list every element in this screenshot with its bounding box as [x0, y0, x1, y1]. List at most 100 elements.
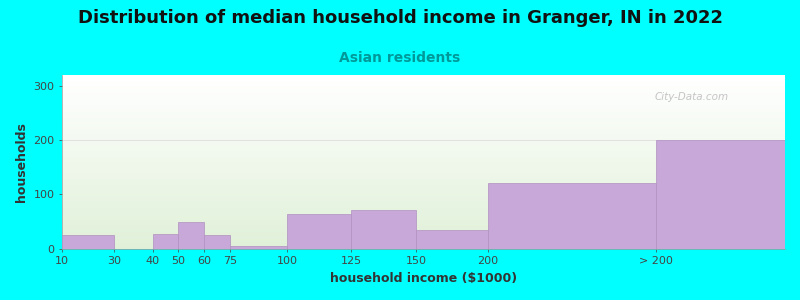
Bar: [62, 143, 785, 144]
Bar: [62, 188, 785, 189]
Bar: [178, 222, 204, 249]
Bar: [62, 111, 785, 112]
Bar: [62, 219, 785, 220]
Bar: [62, 118, 785, 119]
Bar: [62, 179, 785, 180]
Bar: [62, 126, 785, 127]
Bar: [62, 92, 785, 93]
Bar: [62, 76, 785, 77]
Bar: [62, 180, 785, 181]
Bar: [488, 182, 656, 249]
Bar: [62, 192, 785, 193]
Bar: [62, 94, 785, 95]
Bar: [62, 176, 785, 177]
Bar: [62, 227, 785, 228]
Bar: [62, 205, 785, 206]
Bar: [62, 135, 785, 136]
Bar: [62, 245, 785, 246]
Bar: [62, 155, 785, 156]
Bar: [62, 171, 785, 172]
Bar: [62, 152, 785, 153]
Bar: [62, 117, 785, 118]
Bar: [62, 237, 785, 238]
Bar: [62, 247, 785, 248]
Bar: [62, 168, 785, 169]
Bar: [62, 202, 785, 203]
Bar: [62, 89, 785, 90]
Bar: [62, 193, 785, 194]
Bar: [62, 123, 785, 124]
Bar: [62, 154, 785, 155]
Bar: [62, 190, 785, 191]
Bar: [62, 197, 785, 198]
Bar: [62, 108, 785, 109]
Bar: [230, 246, 287, 249]
Bar: [62, 224, 785, 225]
Bar: [62, 130, 785, 131]
Bar: [62, 194, 785, 195]
Bar: [62, 220, 785, 221]
Bar: [62, 121, 785, 122]
Bar: [62, 186, 785, 187]
Bar: [62, 107, 785, 108]
Bar: [62, 142, 785, 143]
Bar: [62, 169, 785, 170]
Bar: [62, 106, 785, 107]
Bar: [62, 243, 785, 244]
Bar: [62, 174, 785, 175]
Bar: [62, 115, 785, 116]
Bar: [62, 104, 785, 105]
Bar: [62, 80, 785, 81]
Bar: [62, 103, 785, 104]
Bar: [62, 189, 785, 190]
Bar: [62, 238, 785, 239]
Bar: [62, 153, 785, 154]
Bar: [62, 99, 785, 100]
Bar: [62, 95, 785, 96]
Bar: [62, 178, 785, 179]
Bar: [62, 229, 785, 230]
Bar: [62, 136, 785, 137]
Bar: [62, 147, 785, 148]
Bar: [62, 138, 785, 139]
Bar: [62, 196, 785, 197]
Bar: [62, 125, 785, 126]
Bar: [62, 177, 785, 178]
Bar: [62, 158, 785, 159]
Bar: [62, 213, 785, 214]
Bar: [62, 145, 785, 146]
Bar: [62, 175, 785, 176]
Bar: [62, 148, 785, 149]
Bar: [62, 215, 785, 216]
Bar: [62, 90, 785, 91]
Bar: [62, 81, 785, 82]
Bar: [62, 102, 785, 103]
Bar: [62, 139, 785, 140]
Bar: [62, 128, 785, 129]
Bar: [62, 120, 785, 121]
Bar: [62, 137, 785, 138]
Bar: [62, 129, 785, 130]
Bar: [62, 221, 785, 222]
Bar: [62, 187, 785, 188]
Bar: [62, 241, 785, 242]
Bar: [62, 160, 785, 161]
Bar: [62, 226, 785, 227]
Bar: [62, 198, 785, 199]
Bar: [62, 166, 785, 167]
Bar: [62, 151, 785, 152]
Bar: [62, 85, 785, 86]
Bar: [62, 77, 785, 78]
Bar: [62, 98, 785, 99]
Bar: [62, 141, 785, 142]
Bar: [416, 230, 488, 249]
Bar: [62, 159, 785, 160]
Bar: [62, 97, 785, 98]
Bar: [62, 133, 785, 134]
Bar: [62, 206, 785, 207]
Bar: [62, 131, 785, 132]
Bar: [62, 105, 785, 106]
Bar: [62, 212, 785, 213]
Bar: [62, 100, 785, 101]
Bar: [62, 236, 785, 237]
